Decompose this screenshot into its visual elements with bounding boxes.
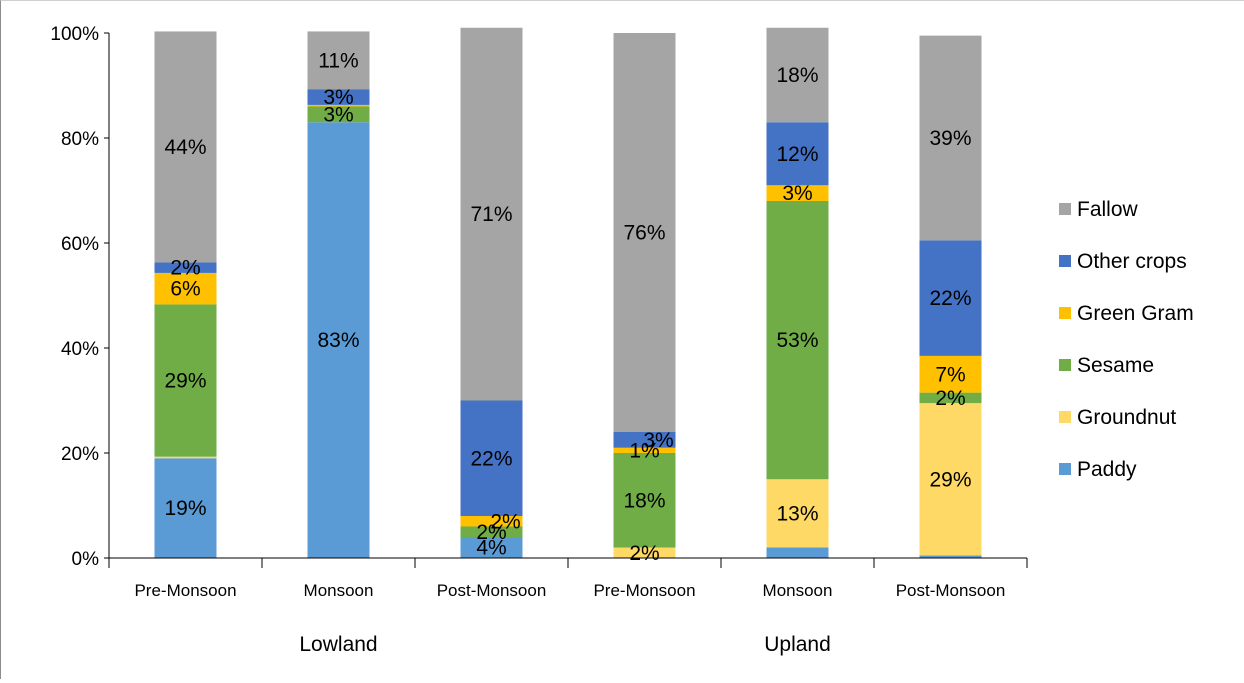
legend-label: Paddy xyxy=(1077,458,1137,481)
data-label: 2% xyxy=(629,542,659,565)
data-label: 2% xyxy=(490,510,520,533)
data-label: 7% xyxy=(935,363,965,386)
bar-segment-sesame xyxy=(460,526,523,537)
data-label: 3% xyxy=(782,182,812,205)
bar-segment-other-crops xyxy=(919,240,982,356)
data-label: 1% xyxy=(629,439,659,462)
legend-swatch xyxy=(1059,307,1071,319)
bar-segment-groundnut xyxy=(613,547,676,558)
y-tick-label: 20% xyxy=(61,444,99,465)
data-label: 3% xyxy=(323,103,353,126)
data-label: 71% xyxy=(470,203,512,226)
data-label: 44% xyxy=(164,136,206,159)
data-label: 2% xyxy=(170,257,200,280)
y-tick-label: 60% xyxy=(61,234,99,255)
bar-segment-fallow xyxy=(919,35,982,241)
legend-label: Sesame xyxy=(1077,354,1154,377)
legend-swatch xyxy=(1059,359,1071,371)
y-tick-label: 0% xyxy=(72,549,100,570)
bar-segment-sesame xyxy=(766,201,829,480)
data-label: 53% xyxy=(776,329,818,352)
data-label: 4% xyxy=(476,537,506,560)
legend-label: Groundnut xyxy=(1077,406,1176,429)
bar-segment-green-gram xyxy=(307,104,370,107)
bar-segment-sesame xyxy=(154,304,217,457)
data-label: 29% xyxy=(164,370,206,393)
legend-swatch xyxy=(1059,203,1071,215)
data-label: 29% xyxy=(929,468,971,491)
data-label: 22% xyxy=(929,287,971,310)
bar-segment-green-gram xyxy=(919,355,982,393)
x-category-label: Pre-Monsoon xyxy=(134,581,236,600)
data-label: 6% xyxy=(170,278,200,301)
bar-segment-sesame xyxy=(919,392,982,404)
data-label: 76% xyxy=(623,222,665,245)
bar-segment-other-crops xyxy=(613,432,676,448)
data-label: 22% xyxy=(470,447,512,470)
bar-segment-fallow xyxy=(307,31,370,90)
x-group-label: Upland xyxy=(764,633,831,656)
legend-label: Green Gram xyxy=(1077,302,1194,325)
bar-segment-paddy xyxy=(307,122,370,558)
bar-segment-paddy xyxy=(919,555,982,558)
bar-segment-green-gram xyxy=(766,185,829,201)
legend-label: Other crops xyxy=(1077,250,1187,273)
bar-segment-fallow xyxy=(766,27,829,123)
bar-segment-paddy xyxy=(154,458,217,558)
bar-segment-other-crops xyxy=(307,89,370,105)
y-tick-label: 80% xyxy=(61,129,99,150)
bar-segment-paddy xyxy=(766,547,829,558)
x-group-label: Lowland xyxy=(299,633,377,656)
x-category-label: Monsoon xyxy=(763,581,833,600)
data-label: 3% xyxy=(323,86,353,109)
bar-segment-groundnut xyxy=(766,479,829,548)
data-label: 13% xyxy=(776,502,818,525)
data-label: 2% xyxy=(935,387,965,410)
bar-segment-other-crops xyxy=(154,262,217,273)
bar-segment-fallow xyxy=(613,33,676,432)
bar-segment-sesame xyxy=(613,453,676,548)
bar-segment-green-gram xyxy=(460,516,523,527)
bar-segment-groundnut xyxy=(154,456,217,459)
y-tick-label: 40% xyxy=(61,339,99,360)
legend-swatch xyxy=(1059,411,1071,423)
data-label: 18% xyxy=(776,64,818,87)
data-label: 19% xyxy=(164,497,206,520)
data-label: 39% xyxy=(929,127,971,150)
data-label: 3% xyxy=(643,429,673,452)
legend-swatch xyxy=(1059,463,1071,475)
bar-segment-fallow xyxy=(154,31,217,263)
data-label: 83% xyxy=(317,329,359,352)
legend-swatch xyxy=(1059,255,1071,267)
x-category-label: Post-Monsoon xyxy=(437,581,547,600)
bar-segment-green-gram xyxy=(154,272,217,305)
y-tick-label: 100% xyxy=(50,24,99,45)
bar-segment-fallow xyxy=(460,27,523,401)
bar-segment-green-gram xyxy=(613,447,676,453)
bar-segment-sesame xyxy=(307,106,370,123)
data-label: 2% xyxy=(476,521,506,544)
data-label: 18% xyxy=(623,489,665,512)
x-category-label: Post-Monsoon xyxy=(896,581,1006,600)
x-category-label: Pre-Monsoon xyxy=(593,581,695,600)
legend-label: Fallow xyxy=(1077,198,1139,221)
data-label: 12% xyxy=(776,143,818,166)
bar-segment-other-crops xyxy=(766,122,829,186)
bar-segment-paddy xyxy=(460,537,523,558)
bar-segment-other-crops xyxy=(460,400,523,516)
x-category-label: Monsoon xyxy=(304,581,374,600)
bar-segment-groundnut xyxy=(919,403,982,556)
data-label: 11% xyxy=(318,49,358,72)
